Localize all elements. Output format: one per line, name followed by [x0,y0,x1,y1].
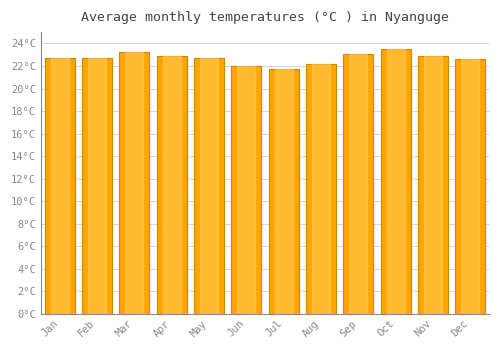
Bar [200,58,218,314]
Bar [344,54,373,314]
Bar [456,59,485,314]
Bar [424,56,442,314]
Bar [162,56,180,314]
Bar [120,52,149,314]
Bar [462,59,479,314]
Bar [312,64,330,314]
Bar [238,66,255,314]
Bar [380,49,410,314]
Title: Average monthly temperatures (°C ) in Nyanguge: Average monthly temperatures (°C ) in Ny… [81,11,449,24]
Bar [274,69,292,314]
Bar [350,54,367,314]
Bar [88,58,106,314]
Bar [268,69,298,314]
Bar [306,64,336,314]
Bar [418,56,448,314]
Bar [194,58,224,314]
Bar [232,66,261,314]
Bar [386,49,404,314]
Bar [126,52,143,314]
Bar [44,58,74,314]
Bar [156,56,186,314]
Bar [50,58,68,314]
Bar [82,58,112,314]
